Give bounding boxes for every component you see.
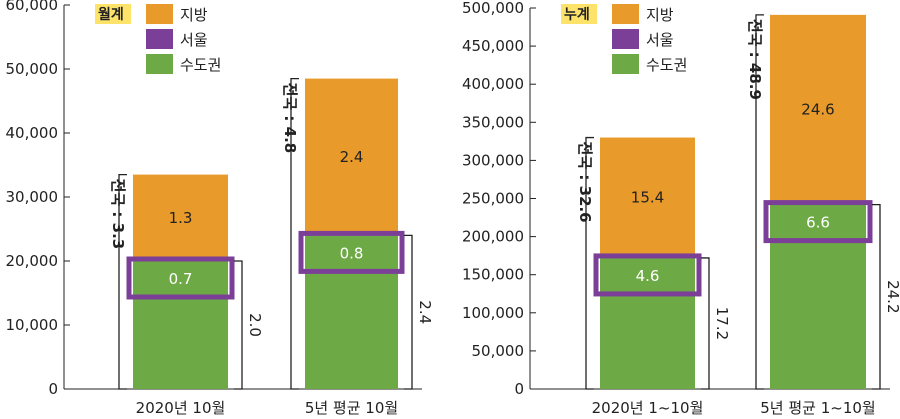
chart2-legend-swatch: [612, 29, 639, 49]
chart2-category-label: 2020년 1~10월: [592, 399, 704, 417]
chart2-local-value-label: 15.4: [631, 189, 664, 207]
chart2-national-label: 전국 : 32.6: [576, 142, 594, 223]
chart1-legend-swatch: [146, 29, 173, 49]
chart1-local-value-label: 2.4: [340, 148, 364, 166]
chart1-national-bracket: [118, 173, 127, 390]
chart2-y-tick-label: 200,000: [462, 228, 524, 246]
chart1-legend-swatch: [146, 4, 173, 24]
chart2-y-tick-label: 350,000: [462, 113, 524, 131]
chart2-y-tick-label: 150,000: [462, 266, 524, 284]
chart2-legend-label: 지방: [646, 6, 674, 24]
chart2-y-tick-label: 300,000: [462, 151, 524, 169]
chart2-metro-bracket: [701, 257, 710, 390]
chart2-legend-swatch: [612, 54, 639, 74]
chart2-local-value-label: 24.6: [801, 101, 834, 119]
chart1-y-tick-label: 20,000: [6, 252, 59, 270]
chart2-national-label: 전국 : 48.9: [746, 19, 764, 100]
chart2-national-bracket: [585, 136, 594, 390]
chart1-seoul-value-label: 0.7: [169, 270, 193, 288]
chart1-legend-swatch: [146, 54, 173, 74]
chart2-metro-total-label: 17.2: [713, 307, 731, 340]
chart1-y-tick-label: 40,000: [6, 124, 59, 142]
chart1-bar-local: [133, 174, 228, 261]
chart2-bar-local: [600, 137, 695, 258]
chart2-seoul-box: [593, 253, 702, 297]
chart1-bar-local: [305, 78, 398, 236]
chart1-seoul-box: [298, 230, 405, 274]
chart2-category-label: 5년 평균 1~10월: [760, 399, 875, 417]
chart2-national-bracket: [755, 14, 764, 390]
chart1-metro-bracket: [404, 234, 413, 390]
chart1-bar-metro: [305, 235, 398, 389]
chart2-legend-title: 누계: [564, 7, 590, 23]
chart1-category-label: 2020년 10월: [136, 399, 226, 417]
chart2-legend-title-badge: [561, 4, 597, 24]
chart2-legend-swatch: [612, 4, 639, 24]
chart1-national-label: 전국 : 3.3: [109, 179, 127, 250]
chart1-legend-title-badge: [95, 4, 131, 24]
chart2-seoul-value-label: 6.6: [806, 214, 830, 232]
chart1-national-label: 전국 : 4.8: [281, 83, 299, 154]
chart1-y-tick-label: 0: [48, 380, 58, 398]
chart1-seoul-value-label: 0.8: [340, 244, 364, 262]
chart2-metro-total-label: 24.2: [884, 280, 900, 313]
chart1-y-tick-label: 10,000: [6, 316, 59, 334]
chart1-metro-total-label: 2.4: [416, 300, 434, 324]
chart1-bar-metro: [133, 261, 228, 389]
chart1-y-tick-label: 50,000: [6, 60, 59, 78]
chart1-legend-label: 수도권: [180, 56, 221, 74]
chart1-metro-bracket: [234, 260, 243, 390]
chart2-y-tick-label: 50,000: [472, 342, 525, 360]
chart2-seoul-box: [763, 200, 873, 244]
chart2-bar-metro: [600, 257, 695, 389]
chart2-legend-label: 수도권: [646, 56, 687, 74]
chart2-y-tick-label: 400,000: [462, 75, 524, 93]
chart1-y-tick-label: 60,000: [6, 0, 59, 14]
chart2-seoul-value-label: 4.6: [636, 267, 660, 285]
chart1-legend-title: 월계: [98, 6, 124, 23]
chart1-national-bracket: [290, 77, 299, 390]
chart2-y-tick-label: 500,000: [462, 0, 524, 17]
chart2-y-tick-label: 250,000: [462, 190, 524, 208]
chart2-metro-bracket: [872, 203, 881, 390]
chart1-local-value-label: 1.3: [169, 209, 193, 227]
chart2-bar-metro: [770, 204, 866, 389]
chart1-legend-label: 지방: [180, 6, 208, 24]
chart1-legend-label: 서울: [180, 31, 208, 49]
chart1-seoul-box: [126, 256, 235, 300]
chart2-y-tick-label: 100,000: [462, 304, 524, 322]
chart2-y-tick-label: 450,000: [462, 37, 524, 55]
chart2-bar-local: [770, 14, 866, 205]
chart1-metro-total-label: 2.0: [246, 313, 264, 337]
chart1-category-label: 5년 평균 10월: [305, 399, 398, 417]
chart1-y-tick-label: 30,000: [6, 188, 59, 206]
chart2-y-tick-label: 0: [514, 380, 524, 398]
chart2-legend-label: 서울: [646, 31, 674, 49]
